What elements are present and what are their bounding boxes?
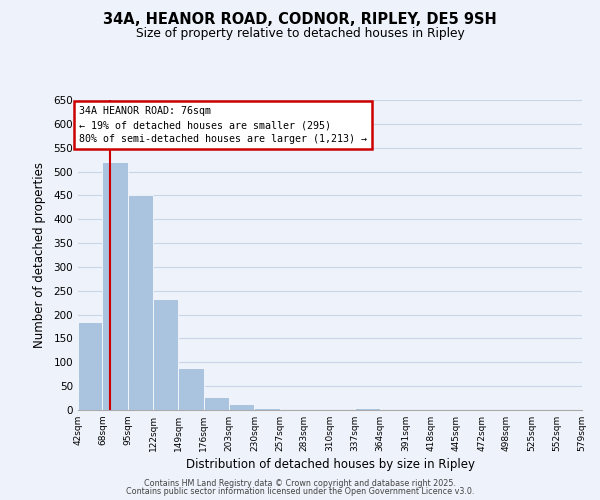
Bar — [254, 408, 280, 410]
Bar — [229, 404, 254, 410]
Bar — [78, 322, 103, 410]
Text: Size of property relative to detached houses in Ripley: Size of property relative to detached ho… — [136, 28, 464, 40]
Y-axis label: Number of detached properties: Number of detached properties — [34, 162, 46, 348]
Bar — [103, 162, 128, 410]
X-axis label: Distribution of detached houses by size in Ripley: Distribution of detached houses by size … — [185, 458, 475, 471]
Bar — [355, 408, 380, 410]
Text: Contains HM Land Registry data © Crown copyright and database right 2025.: Contains HM Land Registry data © Crown c… — [144, 478, 456, 488]
Text: Contains public sector information licensed under the Open Government Licence v3: Contains public sector information licen… — [126, 487, 474, 496]
Bar — [178, 368, 204, 410]
Bar — [128, 196, 153, 410]
Text: 34A HEANOR ROAD: 76sqm
← 19% of detached houses are smaller (295)
80% of semi-de: 34A HEANOR ROAD: 76sqm ← 19% of detached… — [79, 106, 367, 144]
Bar — [153, 300, 178, 410]
Bar — [204, 397, 229, 410]
Text: 34A, HEANOR ROAD, CODNOR, RIPLEY, DE5 9SH: 34A, HEANOR ROAD, CODNOR, RIPLEY, DE5 9S… — [103, 12, 497, 28]
